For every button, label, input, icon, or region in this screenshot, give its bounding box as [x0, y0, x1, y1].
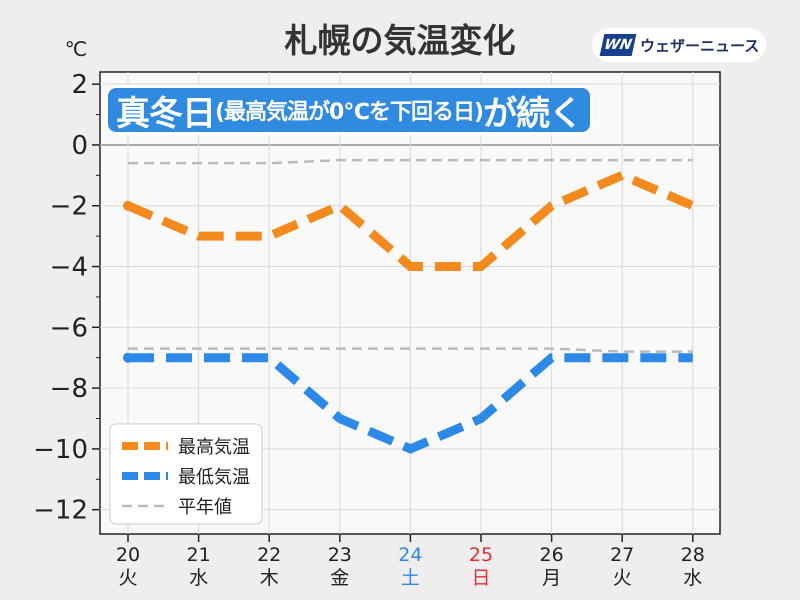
legend-label: 最低気温	[178, 467, 250, 488]
y-tick-label: −10	[33, 435, 88, 465]
legend-label: 平年値	[178, 497, 232, 518]
y-tick-label: −2	[50, 192, 88, 222]
x-tick-label-weekday: 火	[613, 567, 632, 589]
series-start-point-0	[123, 200, 133, 211]
logo-text: ウェザーニュース	[640, 36, 760, 55]
y-tick-label: −8	[50, 374, 88, 404]
x-tick-label-weekday: 土	[401, 567, 420, 589]
logo-mark: WN	[599, 34, 637, 56]
y-tick-label: −6	[50, 313, 88, 343]
y-tick-label: −12	[33, 496, 88, 526]
banner-middle: (最高気温が0℃を下回る日)	[215, 100, 484, 125]
x-tick-label-weekday: 火	[118, 567, 137, 589]
x-tick-label-weekday: 月	[542, 567, 561, 589]
series-line-3	[128, 347, 693, 353]
series-line-1	[128, 353, 693, 454]
x-tick-label-day: 21	[187, 544, 211, 566]
x-tick-label-weekday: 木	[260, 567, 279, 589]
series-line-0	[126, 170, 695, 272]
banner-prefix: 真冬日	[116, 93, 216, 134]
x-tick-label-weekday: 金	[330, 567, 349, 589]
x-tick-label-weekday: 水	[189, 567, 208, 589]
x-tick-label-weekday: 日	[471, 567, 490, 589]
chart-title: 札幌の気温変化	[285, 21, 516, 60]
x-tick-label-day: 24	[398, 544, 422, 566]
y-tick-label: −4	[50, 253, 88, 283]
x-tick-label-day: 27	[610, 544, 634, 566]
x-tick-label-day: 28	[681, 544, 705, 566]
series-start-point-1	[123, 352, 133, 363]
weathernews-logo: WN ウェザーニュース	[592, 28, 766, 62]
x-tick-label-day: 22	[257, 544, 281, 566]
x-tick-label-day: 26	[540, 544, 564, 566]
y-tick-label: 2	[71, 70, 88, 100]
x-tick-label-day: 25	[469, 544, 493, 566]
legend-label: 最高気温	[178, 437, 250, 458]
banner-suffix: が続く	[483, 93, 583, 134]
y-unit-label: ℃	[65, 37, 87, 61]
headline-banner: 真冬日 (最高気温が0℃を下回る日) が続く	[108, 88, 591, 134]
y-tick-label: 0	[71, 131, 88, 161]
x-tick-label-day: 20	[116, 544, 140, 566]
x-tick-label-weekday: 水	[683, 567, 702, 589]
x-tick-label-day: 23	[328, 544, 352, 566]
y-axis: 2 0 −2 −4 −6 −8 −10 −12	[33, 70, 100, 526]
series-line-2	[128, 158, 693, 165]
series-lines	[123, 158, 695, 454]
